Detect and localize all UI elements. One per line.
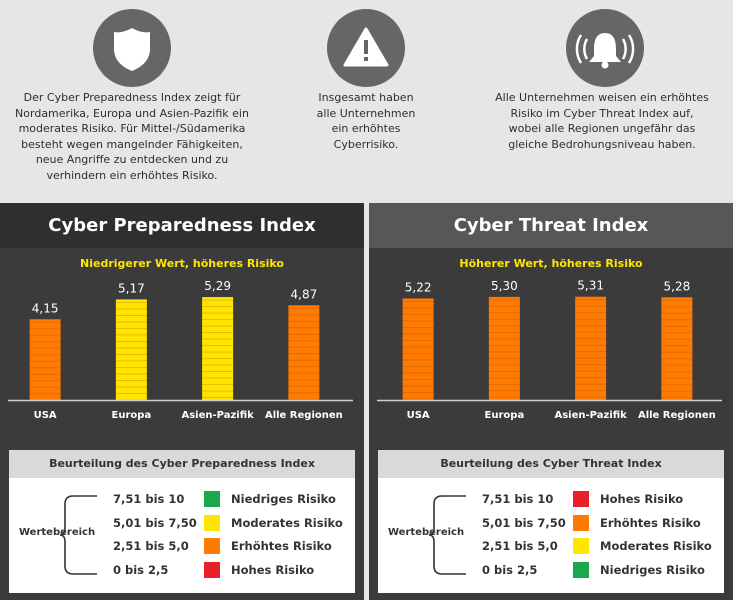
- range-value: 5,01 bis 7,50: [113, 515, 197, 530]
- brace-icon: [428, 495, 466, 575]
- category-label: Alle Regionen: [638, 410, 716, 421]
- range-value: 2,51 bis 5,0: [113, 539, 189, 553]
- bar-alle-regionen: [661, 297, 693, 400]
- info-text-threat: Alle Unternehmen weisen ein erhöhtes Ris…: [495, 91, 709, 151]
- data-label: 5,31: [577, 279, 604, 293]
- legend-title: Beurteilung des Cyber Threat Index: [378, 450, 724, 478]
- range-label: Wertebereich: [388, 527, 465, 538]
- chart-title: Cyber Preparedness Index: [48, 215, 316, 236]
- info-text-preparedness: Der Cyber Preparedness Index zeigt für N…: [15, 91, 249, 182]
- range-value: 0 bis 2,5: [482, 562, 538, 577]
- category-label: USA: [407, 410, 430, 421]
- data-label: 4,15: [32, 301, 59, 315]
- bar-asien-pazifik: [202, 297, 234, 400]
- data-label: 5,30: [491, 279, 518, 293]
- category-label: USA: [34, 410, 57, 421]
- risk-color-swatch: [573, 561, 589, 578]
- risk-label: Hohes Risiko: [600, 492, 684, 506]
- bar-asien-pazifik: [575, 296, 607, 400]
- data-label: 4,87: [291, 287, 318, 301]
- data-label: 5,22: [405, 280, 432, 294]
- category-label: Asien-Pazifik: [181, 410, 254, 421]
- risk-color-swatch: [573, 514, 589, 531]
- range-value: 5,01 bis 7,50: [482, 515, 566, 530]
- category-label: Asien-Pazifik: [554, 410, 627, 421]
- risk-color-swatch: [204, 538, 220, 554]
- info-text-overall: Insgesamt haben alle Unternehmen ein erh…: [316, 91, 416, 151]
- risk-label: Niedriges Risiko: [231, 492, 336, 506]
- risk-color-swatch: [573, 491, 589, 507]
- panel-header: Cyber Preparedness Index: [0, 203, 364, 248]
- chart-subtitle: Höherer Wert, höheres Risiko: [459, 257, 643, 270]
- legend-title: Beurteilung des Cyber Preparedness Index: [9, 450, 355, 478]
- chart-title: Cyber Threat Index: [453, 215, 649, 236]
- data-label: 5,17: [118, 281, 145, 295]
- risk-label: Hohes Risiko: [231, 562, 315, 577]
- data-label: 5,29: [204, 279, 231, 293]
- threat-panel: Cyber Threat Index Höherer Wert, höheres…: [369, 203, 733, 600]
- bar-europa: [115, 299, 147, 400]
- shield-icon: [93, 9, 171, 87]
- threat-bar-chart: 5,22 USA 5,30 Europa 5,31 Asien-Pazifik 5,28 Al…: [377, 279, 722, 421]
- chart-subtitle: Niedrigerer Wert, höheres Risiko: [80, 257, 284, 270]
- data-label: 5,28: [664, 279, 691, 293]
- risk-color-swatch: [204, 514, 220, 531]
- alarm-bell-icon: [566, 9, 644, 87]
- category-label: Europa: [112, 410, 152, 421]
- risk-color-swatch: [204, 561, 220, 578]
- range-value: 7,51 bis 10: [113, 492, 185, 506]
- risk-color-swatch: [573, 538, 589, 554]
- range-value: 2,51 bis 5,0: [482, 539, 558, 553]
- preparedness-bar-chart: 4,15 USA 5,17 Europa 5,29 Asien-Pazifik 4,87 Al…: [8, 279, 353, 421]
- risk-label: Erhöhtes Risiko: [231, 539, 332, 553]
- risk-label: Moderates Risiko: [231, 515, 343, 530]
- category-label: Europa: [485, 410, 525, 421]
- bar-usa: [29, 319, 61, 400]
- risk-label: Moderates Risiko: [600, 539, 712, 553]
- range-value: 7,51 bis 10: [482, 492, 554, 506]
- bar-europa: [488, 296, 520, 400]
- preparedness-panel: Cyber Preparedness Index Niedrigerer Wer…: [0, 203, 364, 600]
- threat-legend: Beurteilung des Cyber Threat Index Werteb…: [378, 450, 724, 593]
- category-label: Alle Regionen: [265, 410, 343, 421]
- panel-header: Cyber Threat Index: [369, 203, 733, 248]
- range-label: Wertebereich: [19, 527, 96, 538]
- warning-icon: [327, 9, 405, 87]
- risk-label: Erhöhtes Risiko: [600, 515, 701, 530]
- risk-label: Niedriges Risiko: [600, 562, 705, 577]
- range-value: 0 bis 2,5: [113, 562, 169, 577]
- bar-usa: [402, 298, 434, 400]
- risk-color-swatch: [204, 491, 220, 507]
- bar-alle-regionen: [288, 305, 320, 400]
- preparedness-legend: Beurteilung des Cyber Preparedness Index…: [9, 450, 355, 593]
- brace-icon: [59, 495, 97, 575]
- info-strip: Der Cyber Preparedness Index zeigt für N…: [0, 0, 733, 190]
